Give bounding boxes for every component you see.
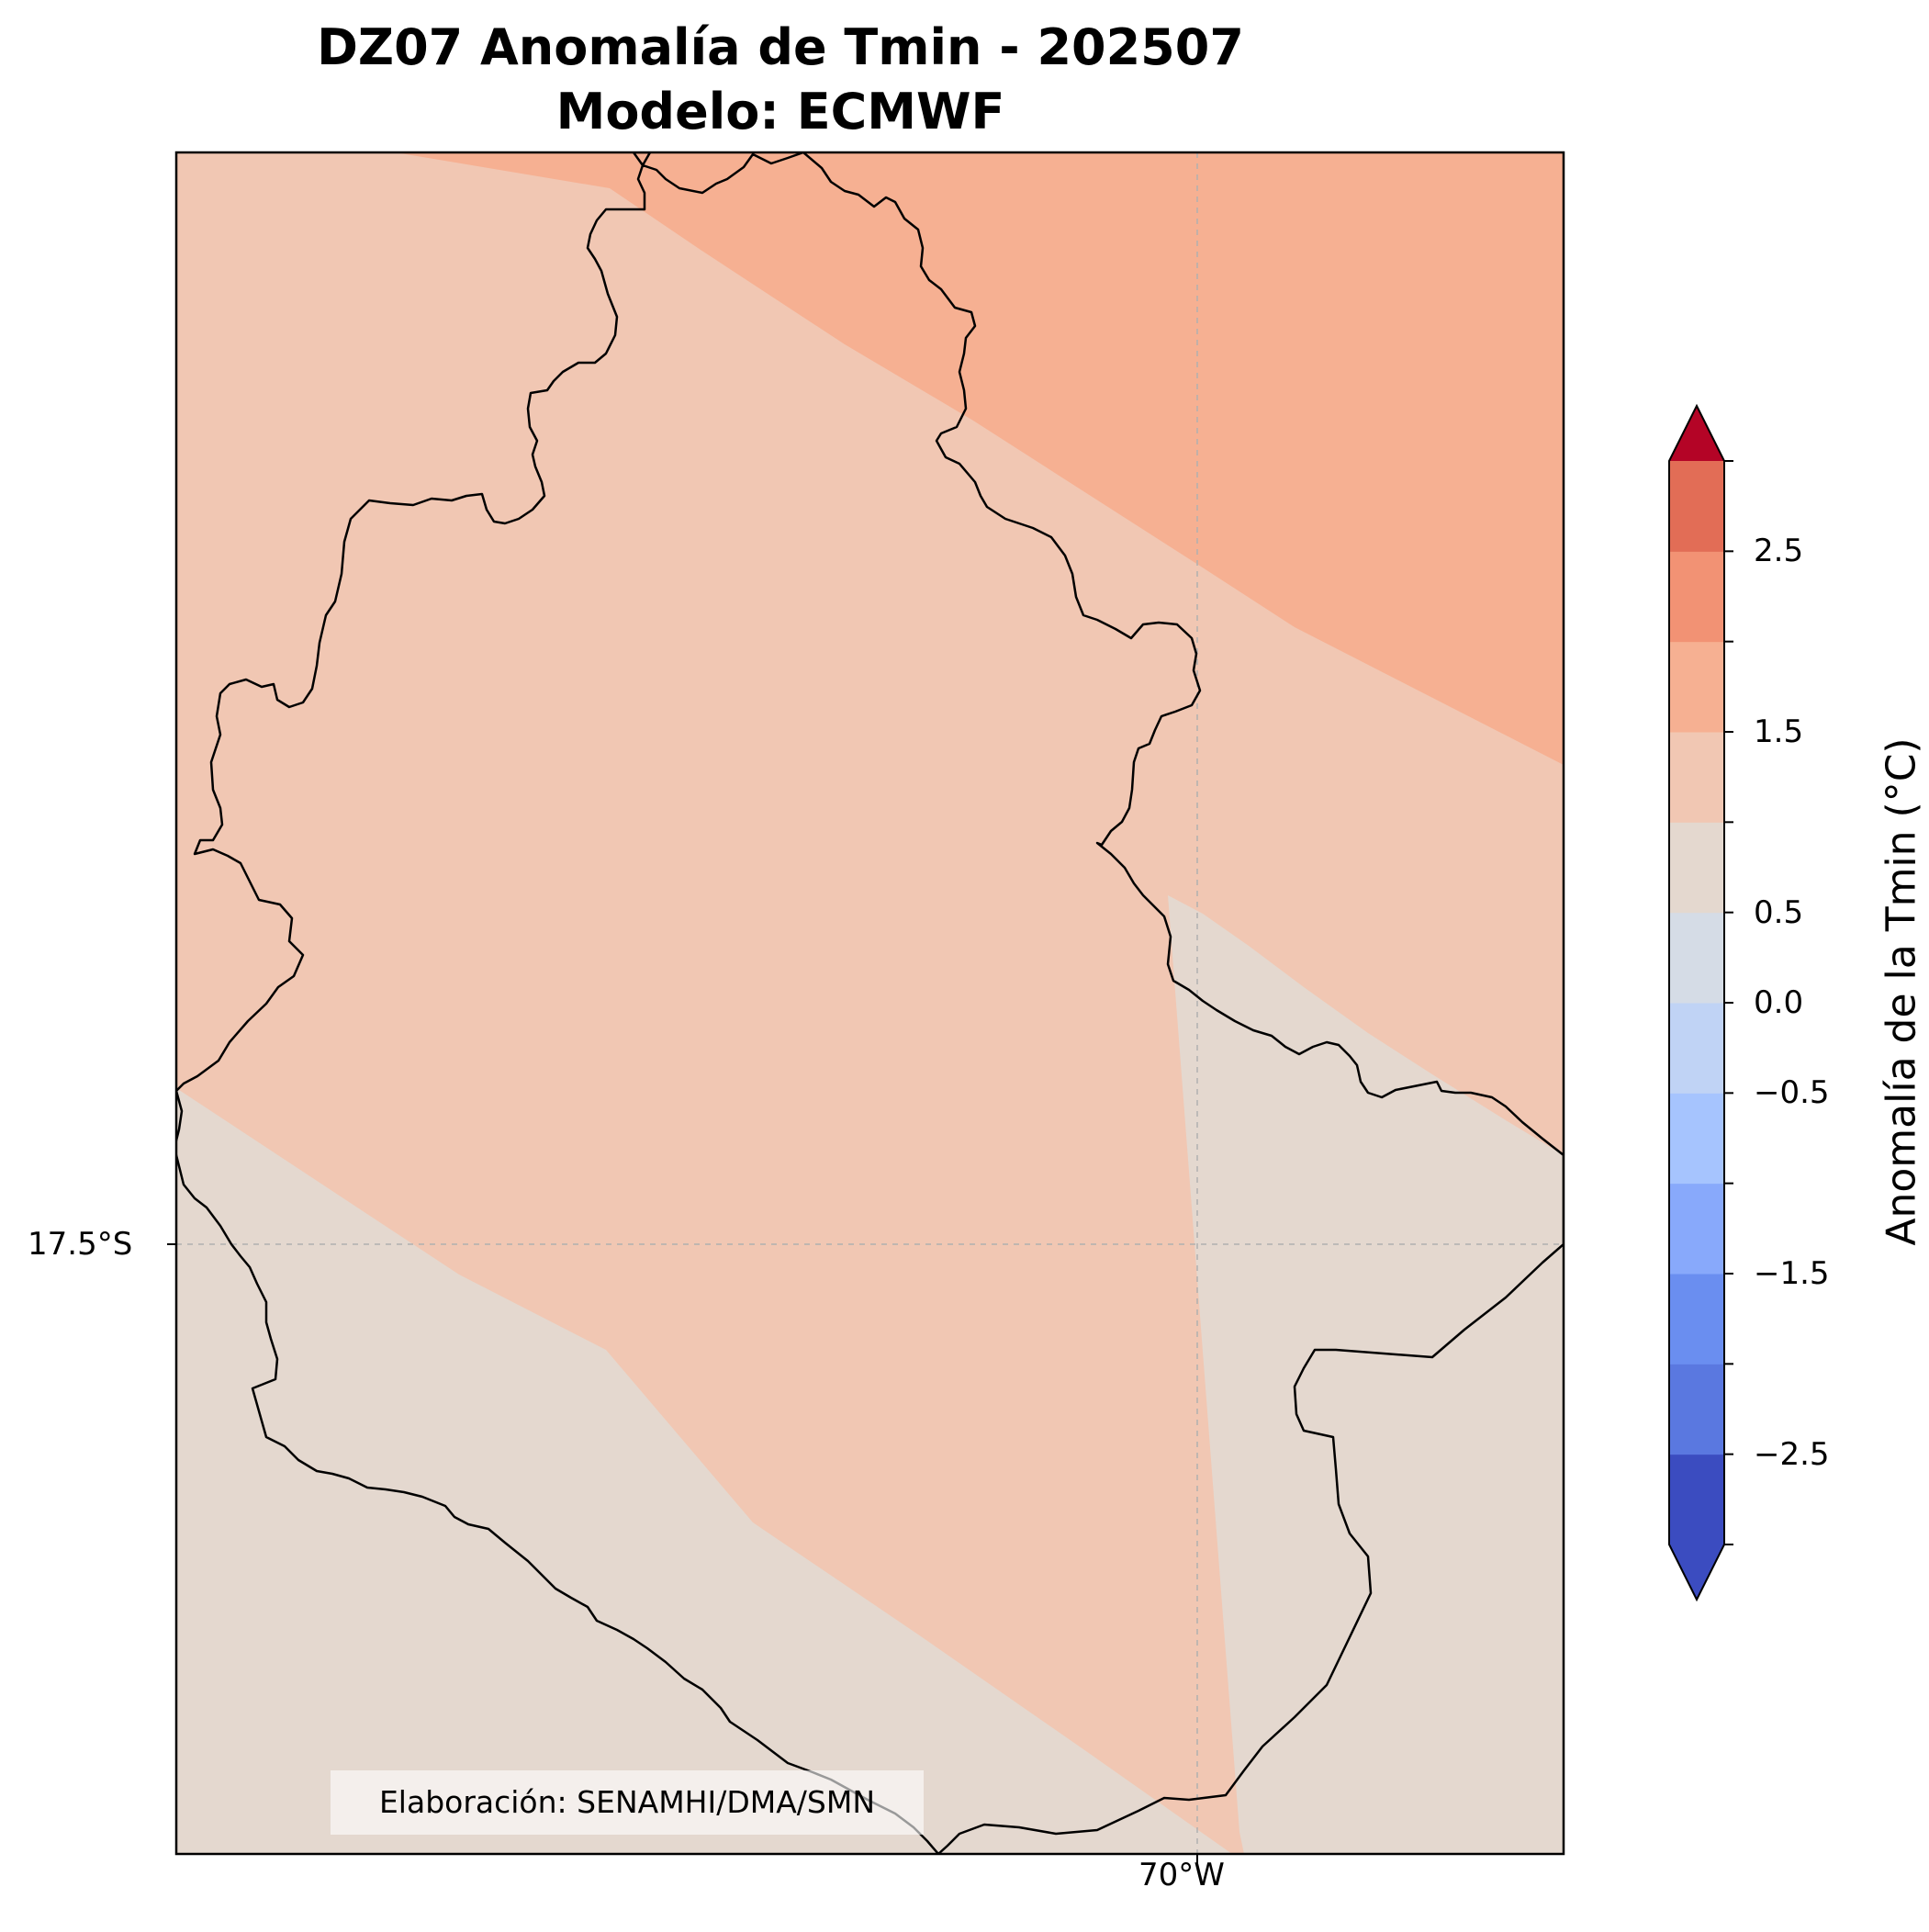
map-title: DZ07 Anomalía de Tmin - 202507 xyxy=(317,18,1244,76)
anomaly-band-mid xyxy=(176,152,1564,1854)
colorbar-segment xyxy=(1669,1183,1724,1275)
colorbar-segment xyxy=(1669,1274,1724,1365)
map-subtitle: Modelo: ECMWF xyxy=(555,83,1005,140)
colorbar-tick-label: 2.5 xyxy=(1754,533,1804,570)
colorbar-segment xyxy=(1669,551,1724,643)
colorbar-segment xyxy=(1669,732,1724,823)
colorbar-title: Anomalía de la Tmin (°C) xyxy=(1878,737,1925,1246)
colorbar-tick-label: −2.5 xyxy=(1754,1435,1830,1473)
colorbar xyxy=(1668,403,1733,1602)
colorbar-segment xyxy=(1669,1454,1724,1545)
colorbar-under-arrow xyxy=(1669,1544,1724,1600)
colorbar-tick-label: −0.5 xyxy=(1754,1074,1830,1112)
map-area xyxy=(176,152,1564,1854)
colorbar-segment xyxy=(1669,1093,1724,1185)
colorbar-segment xyxy=(1669,912,1724,1004)
colorbar-segment xyxy=(1669,1003,1724,1094)
colorbar-over-arrow xyxy=(1669,406,1724,461)
colorbar-tick-label: −1.5 xyxy=(1754,1255,1830,1292)
map-frame xyxy=(174,151,1565,1856)
credit-text: Elaboración: SENAMHI/DMA/SMN xyxy=(331,1770,924,1835)
latitude-tick-label: 17.5°S xyxy=(28,1226,133,1263)
colorbar-segment xyxy=(1669,822,1724,914)
colorbar-segment xyxy=(1669,1364,1724,1455)
anomaly-band-high xyxy=(395,152,1564,765)
region-boundary xyxy=(176,152,1564,1854)
colorbar-tick-label: 0.5 xyxy=(1754,893,1804,931)
colorbar-segment xyxy=(1669,461,1724,552)
colorbar-tick-label: 1.5 xyxy=(1754,713,1804,750)
colorbar-segment xyxy=(1669,641,1724,733)
colorbar-tick-label: 0.0 xyxy=(1754,984,1804,1021)
longitude-tick-label: 70°W xyxy=(1138,1857,1225,1893)
